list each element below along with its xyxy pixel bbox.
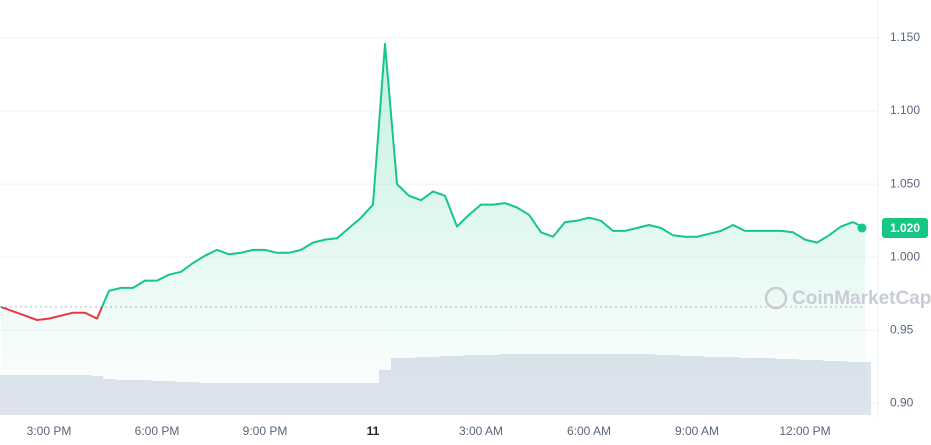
x-tick-label: 12:00 PM <box>779 424 830 438</box>
x-tick-label: 9:00 PM <box>243 424 288 438</box>
last-point <box>857 223 867 233</box>
x-tick-label: 3:00 AM <box>459 424 503 438</box>
y-tick-label: 1.100 <box>890 103 920 117</box>
y-tick-label: 1.050 <box>890 176 920 190</box>
x-tick-label: 3:00 PM <box>27 424 72 438</box>
y-tick-label: 0.95 <box>890 322 914 336</box>
price-tag-box <box>882 217 928 238</box>
y-tick-label: 1.150 <box>890 30 920 44</box>
watermark: CoinMarketCap <box>764 286 931 310</box>
x-tick-label: 6:00 AM <box>567 424 611 438</box>
area <box>1 43 865 416</box>
x-tick-label: 9:00 AM <box>675 424 719 438</box>
x-tick-label: 6:00 PM <box>135 424 180 438</box>
price-line <box>0 42 866 321</box>
price-tag-label: 1.020 <box>890 221 920 235</box>
y-tick-label: 1.000 <box>890 249 920 263</box>
watermark-text: CoinMarketCap <box>792 288 931 309</box>
x-tick-label: 11 <box>367 424 380 438</box>
y-tick-label: 0.90 <box>890 395 914 409</box>
